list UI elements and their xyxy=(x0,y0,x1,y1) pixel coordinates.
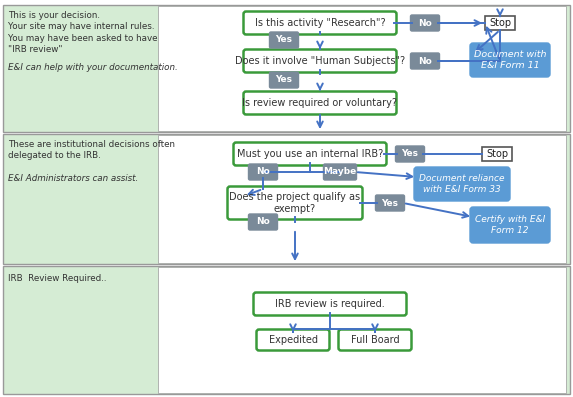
Text: E&I Administrators can assist.: E&I Administrators can assist. xyxy=(8,174,138,183)
FancyBboxPatch shape xyxy=(253,293,406,316)
Bar xyxy=(3,266,570,394)
FancyBboxPatch shape xyxy=(227,187,363,220)
FancyBboxPatch shape xyxy=(324,164,356,180)
FancyBboxPatch shape xyxy=(249,164,277,180)
FancyBboxPatch shape xyxy=(375,195,405,211)
Text: No: No xyxy=(256,168,270,177)
FancyBboxPatch shape xyxy=(470,43,550,77)
FancyBboxPatch shape xyxy=(414,167,510,201)
Text: Document with
E&I Form 11: Document with E&I Form 11 xyxy=(474,50,546,70)
Bar xyxy=(3,134,570,264)
Text: Yes: Yes xyxy=(402,150,418,158)
Text: No: No xyxy=(418,56,432,66)
Text: Expedited: Expedited xyxy=(269,335,317,345)
Text: These are institutional decisions often
delegated to the IRB.: These are institutional decisions often … xyxy=(8,140,175,160)
Text: No: No xyxy=(256,218,270,227)
FancyBboxPatch shape xyxy=(470,207,550,243)
Text: Yes: Yes xyxy=(276,75,292,85)
FancyBboxPatch shape xyxy=(244,12,397,35)
Text: No: No xyxy=(418,19,432,27)
Text: IRB  Review Required..: IRB Review Required.. xyxy=(8,274,107,283)
FancyBboxPatch shape xyxy=(244,91,397,114)
Text: Does the project qualify as
exempt?: Does the project qualify as exempt? xyxy=(229,192,360,214)
Text: Yes: Yes xyxy=(382,198,398,208)
Bar xyxy=(3,5,570,132)
Bar xyxy=(158,135,566,263)
Text: Full Board: Full Board xyxy=(351,335,399,345)
FancyBboxPatch shape xyxy=(395,146,425,162)
FancyBboxPatch shape xyxy=(339,330,411,351)
Bar xyxy=(482,147,512,161)
Text: Stop: Stop xyxy=(486,149,508,159)
Text: Is review required or voluntary?: Is review required or voluntary? xyxy=(242,98,398,108)
Text: E&I can help with your documentation.: E&I can help with your documentation. xyxy=(8,63,178,72)
Bar xyxy=(158,267,566,393)
Text: Stop: Stop xyxy=(489,18,511,28)
Text: Is this activity "Research"?: Is this activity "Research"? xyxy=(254,18,385,28)
Text: IRB review is required.: IRB review is required. xyxy=(275,299,385,309)
Text: Yes: Yes xyxy=(276,35,292,44)
FancyBboxPatch shape xyxy=(269,32,299,48)
FancyBboxPatch shape xyxy=(269,72,299,88)
FancyBboxPatch shape xyxy=(249,214,277,230)
Text: Maybe: Maybe xyxy=(323,168,356,177)
Text: Does it involve "Human Subjects"?: Does it involve "Human Subjects"? xyxy=(235,56,405,66)
Text: Certify with E&I
Form 12: Certify with E&I Form 12 xyxy=(475,215,545,235)
FancyBboxPatch shape xyxy=(244,50,397,73)
FancyBboxPatch shape xyxy=(410,53,439,69)
FancyBboxPatch shape xyxy=(410,15,439,31)
Text: This is your decision.
Your site may have internal rules.
You may have been aske: This is your decision. Your site may hav… xyxy=(8,11,158,54)
Bar xyxy=(485,16,515,30)
Text: Document reliance
with E&I Form 33: Document reliance with E&I Form 33 xyxy=(419,174,505,194)
FancyBboxPatch shape xyxy=(234,143,387,166)
FancyBboxPatch shape xyxy=(257,330,329,351)
Text: Must you use an internal IRB?: Must you use an internal IRB? xyxy=(237,149,383,159)
Bar xyxy=(158,6,566,131)
